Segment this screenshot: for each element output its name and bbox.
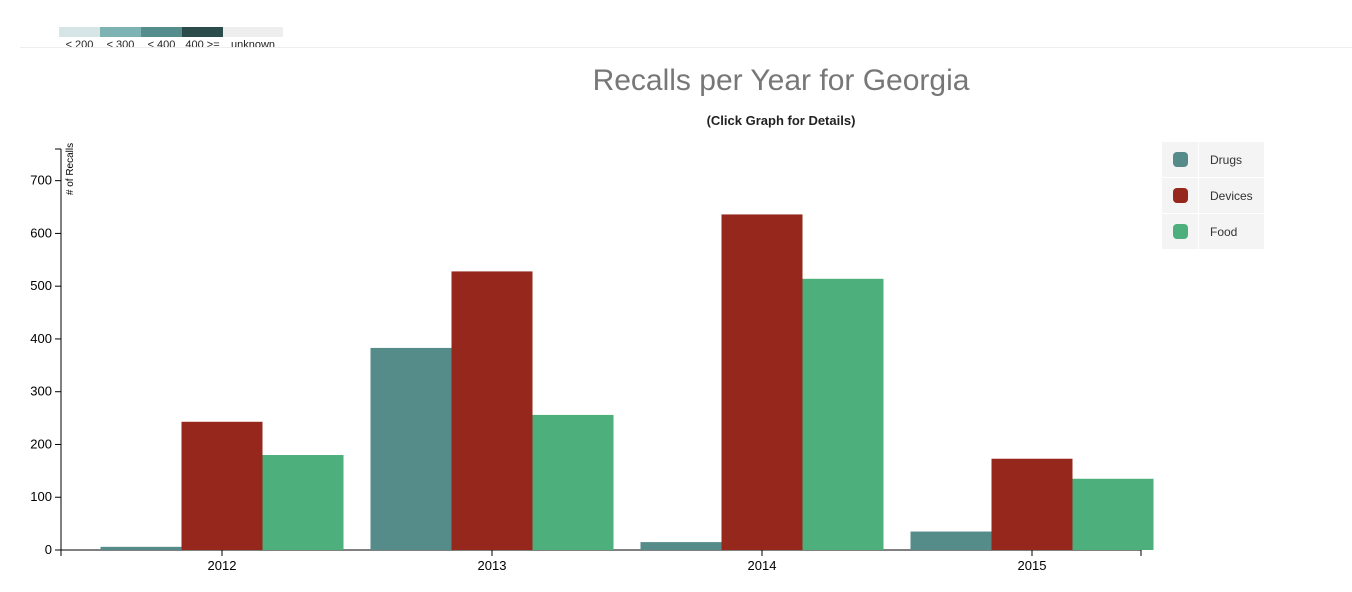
legend-item-food[interactable]: Food xyxy=(1162,214,1264,250)
legend-label-food: Food xyxy=(1210,224,1238,239)
color-scale-labels: < 200 < 300 < 400 400 >= unknown xyxy=(59,39,291,51)
legend-label-drugs: Drugs xyxy=(1210,152,1243,167)
scale-swatch-gte400 xyxy=(182,27,223,37)
bar-food-2014[interactable] xyxy=(802,278,884,550)
y-tick-label: 0 xyxy=(45,542,52,557)
scale-swatch-lt300 xyxy=(100,27,141,37)
bar-devices-2014[interactable] xyxy=(721,214,803,550)
chart-title: Recalls per Year for Georgia xyxy=(592,64,970,97)
header-divider xyxy=(20,47,1352,48)
scale-swatch-lt400 xyxy=(141,27,182,37)
x-tick-label: 2015 xyxy=(1018,558,1047,573)
scale-swatch-unknown xyxy=(223,27,283,37)
bar-drugs-2012[interactable] xyxy=(100,546,182,550)
scale-label-gte400: 400 >= xyxy=(185,39,220,51)
bar-drugs-2014[interactable] xyxy=(640,542,722,550)
y-tick-label: 200 xyxy=(30,436,52,451)
scale-swatch-lt200 xyxy=(59,27,100,37)
y-tick-label: 100 xyxy=(30,489,52,504)
x-tick-label: 2014 xyxy=(748,558,777,573)
bar-devices-2013[interactable] xyxy=(451,271,533,550)
legend-swatch-cell-drugs xyxy=(1162,142,1199,177)
scale-label-lt300: < 300 xyxy=(106,39,135,51)
legend-item-devices[interactable]: Devices xyxy=(1162,178,1264,214)
legend-item-drugs[interactable]: Drugs xyxy=(1162,142,1264,178)
scale-label-unknown: unknown xyxy=(230,39,276,51)
y-tick-label: 500 xyxy=(30,278,52,293)
y-tick-label: 300 xyxy=(30,384,52,399)
scale-label-lt400: < 400 xyxy=(147,39,176,51)
legend-swatch-cell-food xyxy=(1162,214,1199,249)
bar-food-2015[interactable] xyxy=(1072,478,1154,550)
scale-label-lt200: < 200 xyxy=(65,39,94,51)
x-tick-label: 2013 xyxy=(478,558,507,573)
y-axis-label: # of Recalls xyxy=(65,143,76,195)
y-tick-label: 600 xyxy=(30,225,52,240)
series-legend: Drugs Devices Food xyxy=(1162,142,1264,250)
bar-drugs-2013[interactable] xyxy=(370,347,452,550)
legend-label-devices: Devices xyxy=(1210,188,1253,203)
legend-swatch-devices xyxy=(1172,188,1188,203)
bar-devices-2015[interactable] xyxy=(991,458,1073,550)
bar-drugs-2015[interactable] xyxy=(910,531,992,550)
chart-subtitle: (Click Graph for Details) xyxy=(706,113,856,128)
legend-swatch-drugs xyxy=(1172,152,1188,167)
y-tick-label: 700 xyxy=(30,173,52,188)
bar-food-2012[interactable] xyxy=(262,455,344,550)
legend-swatch-food xyxy=(1172,224,1188,239)
color-scale-legend: < 200 < 300 < 400 400 >= unknown xyxy=(59,27,291,53)
y-tick-label: 400 xyxy=(30,331,52,346)
legend-swatch-cell-devices xyxy=(1162,178,1199,213)
bar-devices-2012[interactable] xyxy=(181,421,263,550)
color-scale-swatches xyxy=(59,27,291,37)
bar-food-2013[interactable] xyxy=(532,414,614,550)
x-tick-label: 2012 xyxy=(208,558,237,573)
